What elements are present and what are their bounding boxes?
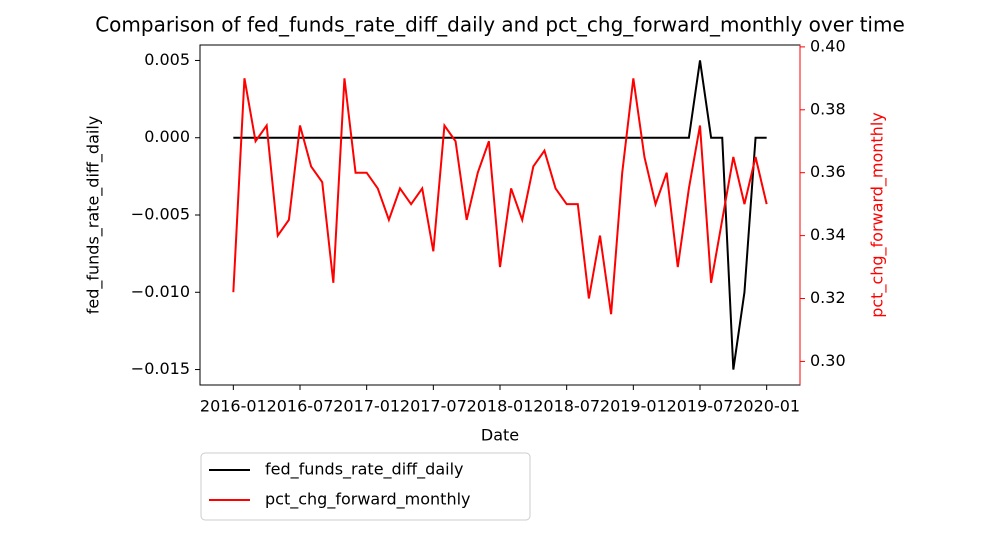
series-line [232,78,768,315]
x-tick-label: 2016-01 [200,397,267,416]
x-tick-label: 2018-07 [533,397,600,416]
x-tick-label: 2016-07 [267,397,334,416]
y2-tick-label: 0.32 [810,288,846,307]
x-tick-label: 2017-07 [400,397,467,416]
y-axis-label: fed_funds_rate_diff_daily [84,116,104,314]
y2-tick-label: 0.36 [810,162,846,181]
x-tick-label: 2020-01 [733,397,800,416]
y-tick-label: −0.005 [131,205,190,224]
x-tick-label: 2017-01 [333,397,400,416]
legend-label: pct_chg_forward_monthly [265,490,471,510]
legend-box [200,452,531,521]
y2-tick-label: 0.34 [810,225,846,244]
y2-tick-label: 0.40 [810,36,846,55]
y2-axis-label: pct_chg_forward_monthly [868,112,888,318]
y-tick-label: −0.015 [131,359,190,378]
x-tick-label: 2019-07 [667,397,734,416]
x-axis-label: Date [481,426,519,445]
y-tick-label: 0.005 [144,50,190,69]
x-tick-label: 2019-01 [600,397,667,416]
y-tick-label: 0.000 [144,127,190,146]
legend-label: fed_funds_rate_diff_daily [265,460,463,480]
x-tick-label: 2018-01 [467,397,534,416]
chart-title: Comparison of fed_funds_rate_diff_daily … [95,13,905,37]
series-line [233,60,767,370]
y2-tick-label: 0.38 [810,99,846,118]
y2-tick-label: 0.30 [810,351,846,370]
y-tick-label: −0.010 [131,282,190,301]
